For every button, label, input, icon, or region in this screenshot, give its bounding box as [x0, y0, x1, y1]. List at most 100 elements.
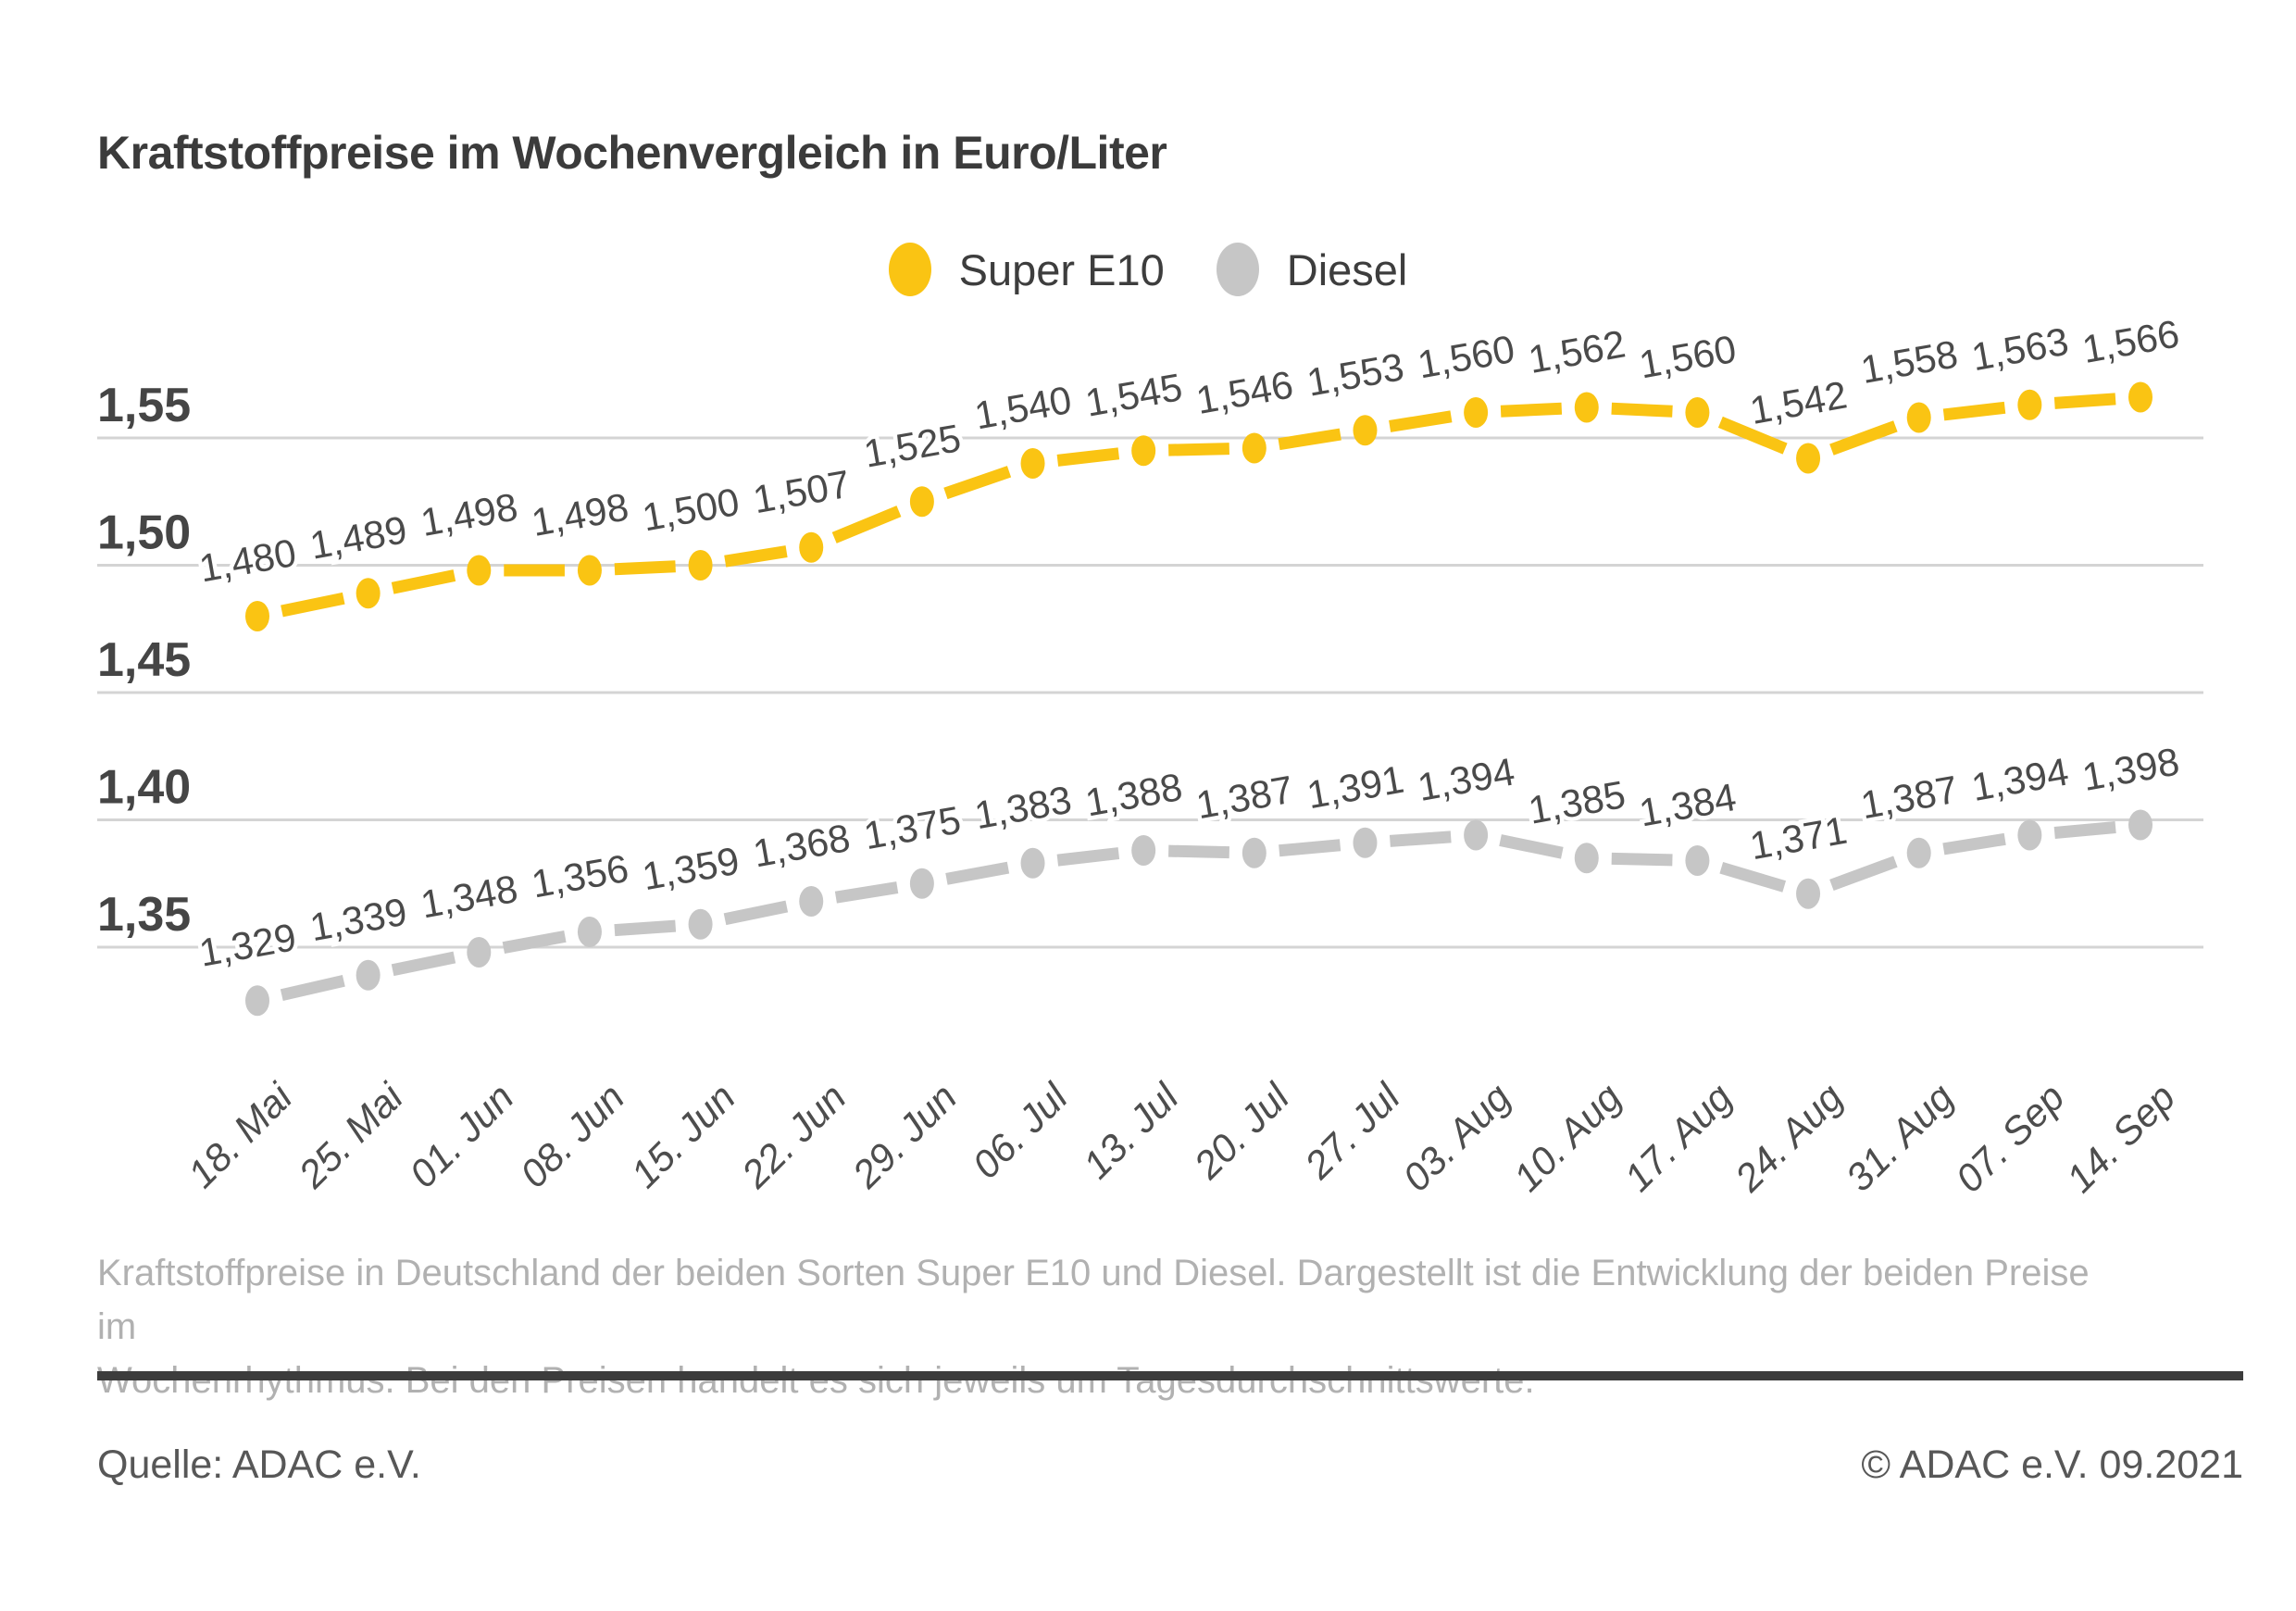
series-diesel-data-point [1685, 845, 1710, 876]
series-diesel-value-label: 1,398 [2079, 739, 2183, 799]
series-diesel-value-label: 1,394 [1415, 749, 1518, 809]
series-diesel-data-point [1906, 837, 1931, 868]
series-super-e10-value-label: 1,480 [196, 531, 300, 591]
x-axis-tick-label: 24. Aug [1726, 1075, 1851, 1200]
series-super-e10-value-label: 1,498 [418, 484, 521, 544]
x-axis-tick-label: 07. Sep [1947, 1075, 2073, 1201]
series-super-e10-segment [391, 569, 456, 594]
series-super-e10-value-label: 1,553 [1304, 344, 1407, 405]
series-diesel-segment [1829, 855, 1898, 892]
footer-divider [97, 1371, 2243, 1380]
series-diesel-segment [1168, 844, 1229, 859]
series-diesel-segment [1499, 834, 1564, 859]
series-super-e10-value-label: 1,542 [1747, 372, 1851, 432]
x-axis-tick-label: 25. Mai [290, 1074, 413, 1197]
series-super-e10-value-label: 1,500 [639, 480, 742, 540]
series-diesel-value-label: 1,388 [1082, 765, 1186, 825]
series-diesel-segment [945, 861, 1010, 885]
series-diesel-segment [723, 900, 789, 926]
series-diesel-segment [834, 881, 899, 904]
series-diesel-segment [502, 930, 567, 955]
series-diesel-data-point [1464, 819, 1489, 851]
copyright-label: © ADAC e.V. 09.2021 [1861, 1442, 2243, 1487]
legend-dot-diesel-icon [1216, 243, 1259, 296]
series-diesel-data-point [2017, 819, 2042, 851]
series-diesel-segment [1611, 852, 1673, 867]
chart-legend: Super E10 Diesel [0, 243, 2296, 296]
series-super-e10-value-label: 1,540 [971, 378, 1075, 438]
series-super-e10-segment [281, 592, 345, 618]
series-super-e10-value-label: 1,558 [1857, 331, 1961, 392]
x-axis-tick-label: 29. Jun [843, 1075, 965, 1196]
series-diesel-data-point [1574, 843, 1599, 874]
series-super-e10-data-point [909, 486, 934, 518]
y-axis-tick-label: 1,50 [97, 506, 191, 560]
series-diesel-segment [280, 974, 345, 1002]
series-diesel-value-label: 1,391 [1304, 757, 1407, 818]
series-diesel-segment [614, 919, 677, 937]
series-diesel-value-label: 1,387 [1192, 768, 1296, 828]
x-axis-tick-label: 31. Aug [1838, 1075, 1963, 1200]
series-diesel-data-point [1353, 827, 1378, 858]
series-super-e10-data-point [2128, 381, 2152, 413]
series-diesel-segment [1279, 839, 1341, 857]
series-super-e10-value-label: 1,489 [306, 507, 410, 568]
series-diesel-value-label: 1,348 [418, 867, 521, 927]
series-super-e10-data-point [1906, 402, 1931, 433]
series-super-e10-data-point [688, 550, 713, 581]
series-diesel-segment [1389, 830, 1452, 847]
series-super-e10-value-label: 1,562 [1525, 321, 1628, 381]
series-diesel-data-point [467, 937, 492, 968]
series-super-e10-value-label: 1,566 [2079, 311, 2183, 371]
series-super-e10-segment [1056, 447, 1120, 467]
series-super-e10-data-point [1796, 443, 1821, 474]
series-super-e10-segment [614, 560, 676, 576]
series-super-e10-value-label: 1,507 [750, 462, 854, 522]
series-super-e10-data-point [467, 555, 492, 586]
y-axis-tick-label: 1,40 [97, 761, 191, 815]
legend-label-diesel: Diesel [1286, 244, 1408, 294]
x-axis-tick-label: 18. Mai [180, 1074, 302, 1196]
series-diesel-segment [1719, 862, 1787, 893]
series-diesel-value-label: 1,394 [1968, 749, 2072, 809]
x-axis-tick-label: 22. Jun [732, 1075, 854, 1196]
series-diesel-data-point [1020, 847, 1045, 879]
series-super-e10-segment [1168, 443, 1229, 456]
legend-label-super-e10: Super E10 [958, 244, 1165, 294]
series-diesel-value-label: 1,339 [306, 890, 410, 950]
x-axis-tick-label: 17. Aug [1616, 1075, 1741, 1200]
footer: Quelle: ADAC e.V. © ADAC e.V. 09.2021 [97, 1442, 2243, 1488]
series-super-e10-data-point [1685, 397, 1710, 428]
series-super-e10-data-point [1574, 392, 1599, 423]
series-super-e10-segment [1717, 416, 1788, 455]
series-super-e10-segment [724, 545, 788, 568]
series-super-e10-data-point [577, 555, 602, 586]
series-super-e10-data-point [1242, 432, 1267, 464]
x-axis-tick-label: 14. Sep [2058, 1075, 2184, 1201]
series-super-e10-value-label: 1,525 [861, 416, 965, 476]
series-super-e10-segment [1278, 428, 1341, 451]
series-diesel-data-point [688, 908, 713, 940]
series-super-e10-segment [1942, 401, 2006, 421]
series-diesel-data-point [909, 868, 934, 899]
series-super-e10-data-point [1020, 448, 1045, 479]
series-diesel-segment [1942, 832, 2006, 855]
series-super-e10-value-label: 1,560 [1636, 327, 1740, 387]
series-super-e10-data-point [356, 578, 381, 609]
series-super-e10-value-label: 1,563 [1968, 319, 2072, 380]
x-axis-tick-label: 27. Jul [1295, 1074, 1409, 1188]
series-diesel-value-label: 1,371 [1747, 808, 1851, 868]
series-super-e10-data-point [245, 601, 269, 631]
y-axis-tick-label: 1,55 [97, 379, 191, 432]
y-axis-tick-label: 1,45 [97, 633, 191, 687]
series-diesel-value-label: 1,385 [1525, 772, 1628, 832]
series-super-e10-segment [831, 506, 902, 543]
series-super-e10-data-point [799, 531, 824, 563]
series-super-e10-data-point [2017, 389, 2042, 420]
series-diesel-segment [2053, 820, 2116, 840]
series-diesel-value-label: 1,356 [529, 846, 632, 906]
series-super-e10-value-label: 1,560 [1415, 327, 1518, 387]
series-super-e10-value-label: 1,545 [1082, 365, 1186, 425]
source-label: Quelle: ADAC e.V. [97, 1442, 421, 1487]
